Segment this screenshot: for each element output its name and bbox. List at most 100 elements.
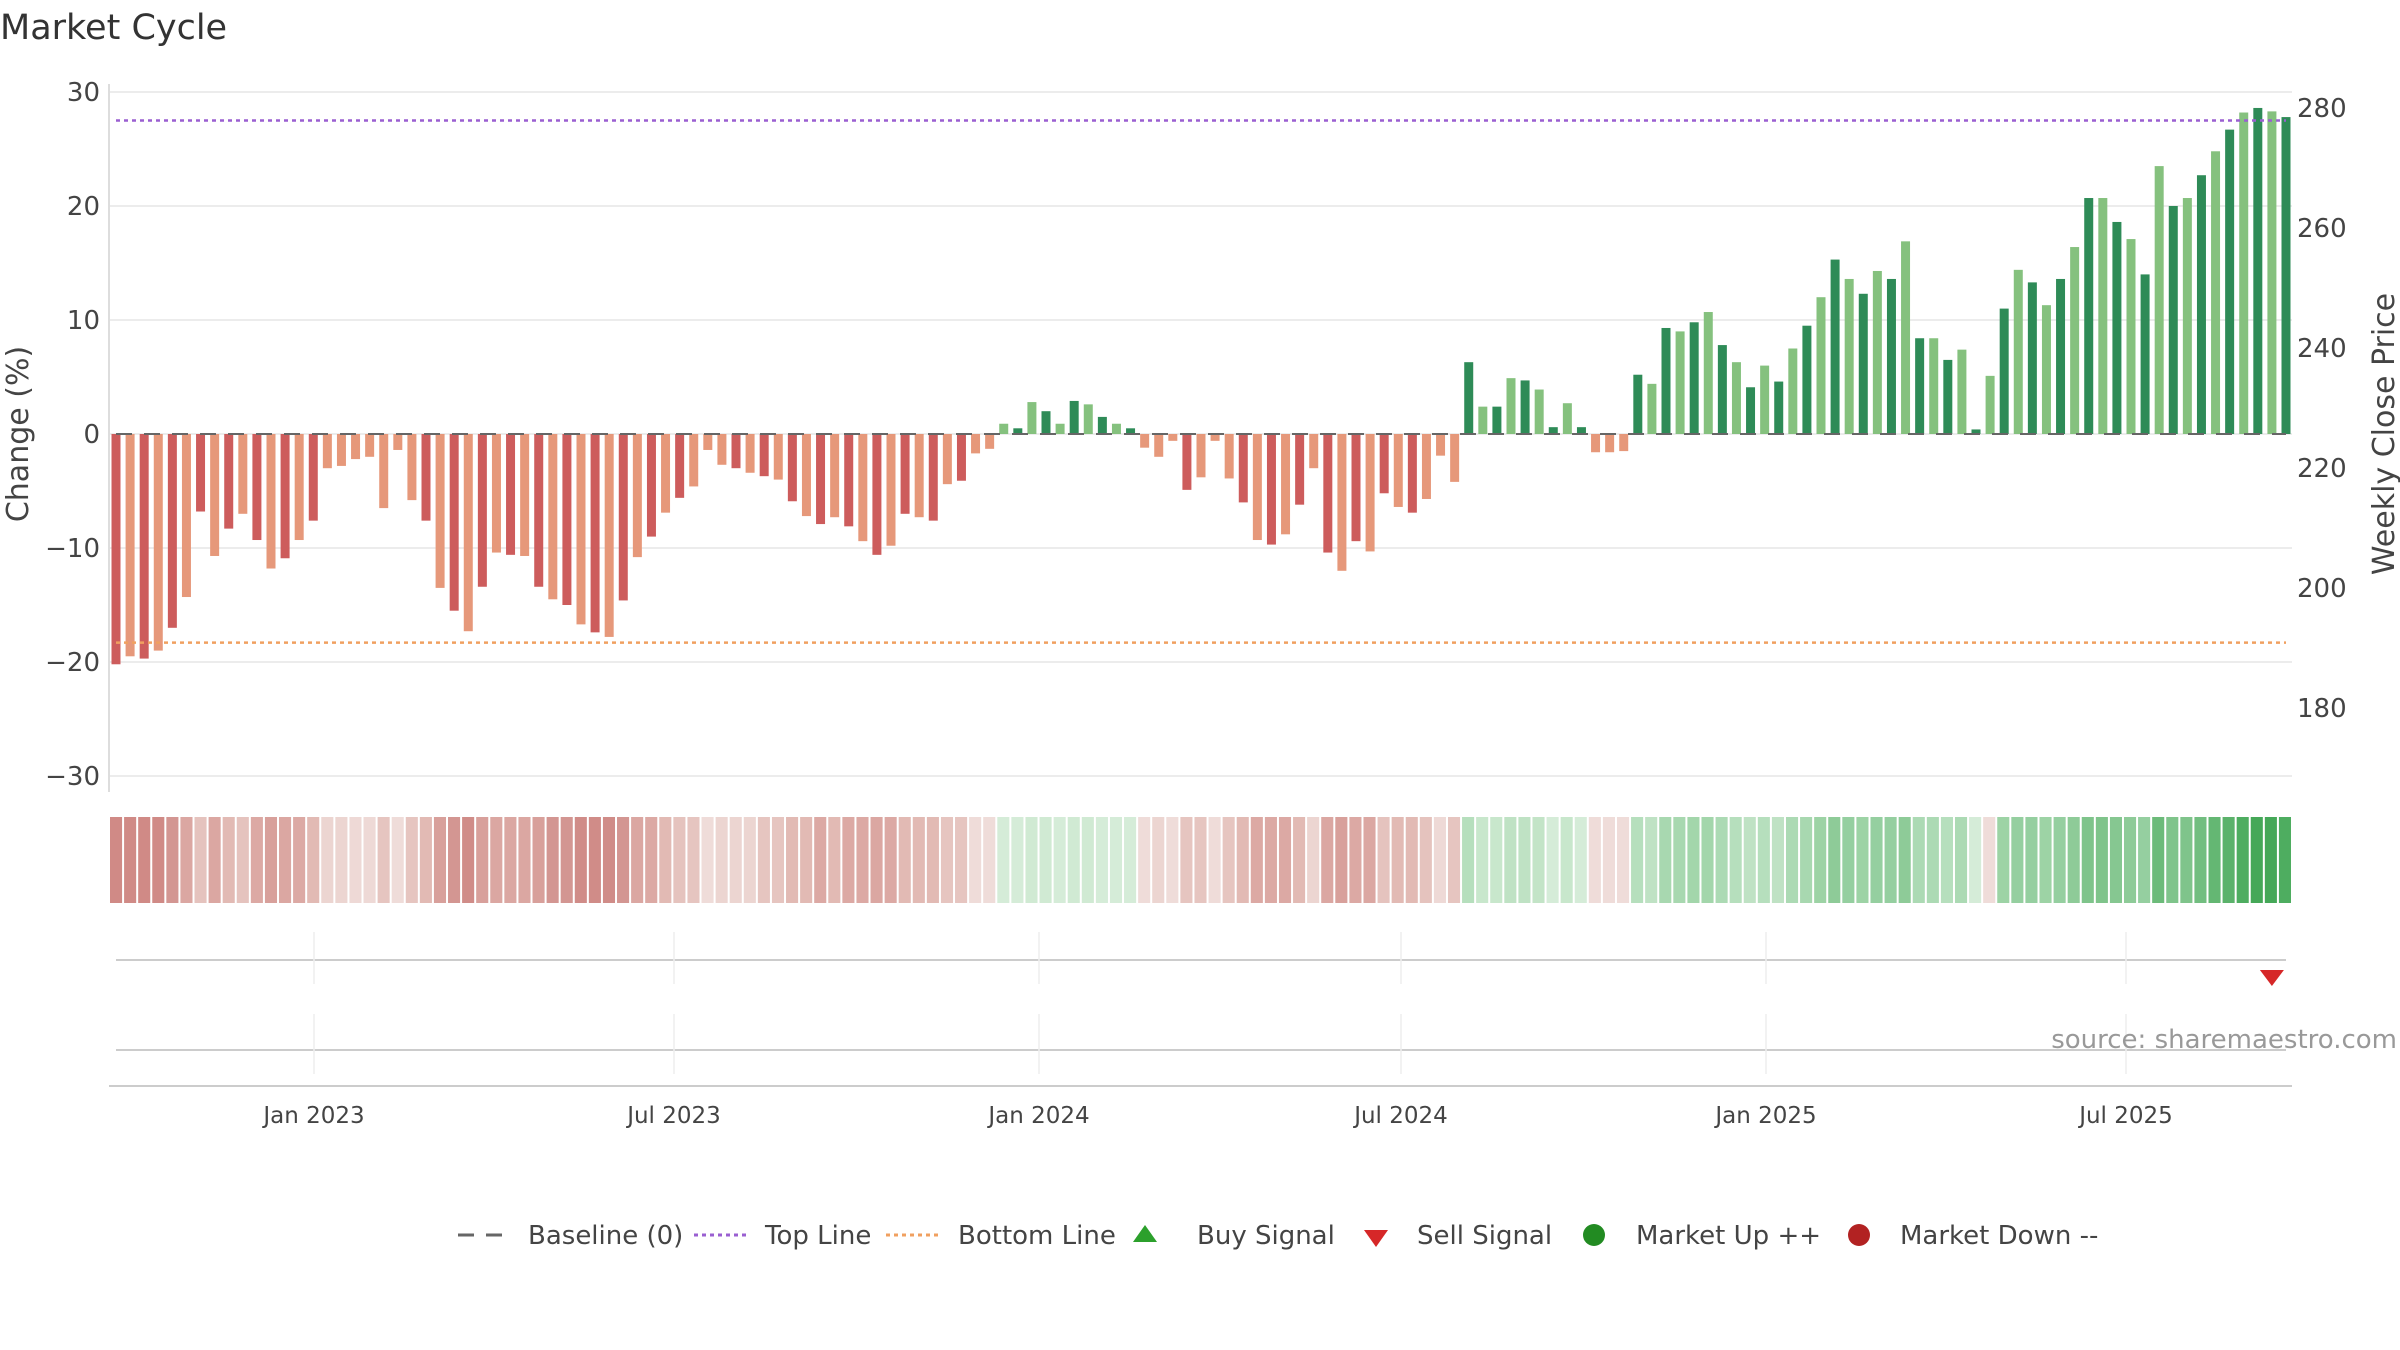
heat-cell: [1800, 817, 1813, 903]
heat-cell: [349, 817, 362, 903]
heat-cell: [1912, 817, 1925, 903]
y-tick-left: 0: [83, 420, 100, 450]
change-bar: [1069, 400, 1079, 434]
legend-sell-signal: Sell Signal: [1364, 1221, 1552, 1251]
change-bar: [1323, 434, 1333, 553]
heat-cell: [1785, 817, 1799, 903]
x-tick: Jan 2025: [1713, 1103, 1816, 1129]
heat-cell: [166, 817, 179, 903]
change-bar: [1140, 434, 1150, 448]
heat-cell: [321, 817, 334, 903]
change-bar: [2112, 221, 2122, 434]
change-bars: [111, 107, 2291, 665]
change-bar: [2253, 107, 2263, 435]
heat-cell: [1363, 817, 1376, 903]
heat-cell: [898, 817, 911, 903]
heat-cell: [1180, 817, 1193, 903]
change-bar: [632, 434, 642, 558]
heat-cell: [2264, 817, 2277, 903]
heat-cell: [1349, 817, 1362, 903]
heat-cell: [1025, 817, 1038, 903]
heat-cell: [997, 817, 1010, 903]
change-bar: [1393, 434, 1403, 507]
heat-cell: [419, 817, 432, 903]
heat-cell: [2011, 817, 2024, 903]
heat-cell: [1940, 817, 1953, 903]
change-bar: [2140, 274, 2150, 434]
heat-cell: [504, 817, 517, 903]
heat-cell: [546, 817, 559, 903]
heat-cell: [1447, 817, 1461, 903]
change-bar: [844, 434, 854, 527]
change-bar: [365, 434, 375, 457]
heat-cell: [1222, 817, 1235, 903]
heat-cell: [307, 817, 320, 903]
change-bar: [1548, 427, 1558, 434]
heat-cell: [250, 817, 263, 903]
heat-cell: [1602, 817, 1615, 903]
heat-cell: [152, 817, 165, 903]
change-bar: [1647, 383, 1657, 434]
heat-cell: [1729, 817, 1742, 903]
heat-cell: [1138, 817, 1151, 903]
change-bar: [407, 434, 417, 501]
heat-cell: [1490, 817, 1503, 903]
change-bar: [125, 434, 135, 657]
change-bar: [703, 434, 713, 450]
heat-cell: [814, 817, 827, 903]
change-bar: [1788, 348, 1798, 434]
change-bar: [1450, 434, 1460, 482]
legend-sell-signal-label: Sell Signal: [1417, 1221, 1552, 1251]
change-bar: [1421, 434, 1431, 499]
heat-cell: [757, 817, 770, 903]
heat-cell: [1574, 817, 1587, 903]
heat-cell: [208, 817, 221, 903]
change-bar: [1746, 387, 1756, 434]
change-bar: [773, 434, 783, 480]
change-bar: [2013, 269, 2023, 434]
heat-cell: [2180, 817, 2193, 903]
heat-cell: [2166, 817, 2179, 903]
heat-cell: [2067, 817, 2080, 903]
x-tick: Jul 2025: [2077, 1103, 2173, 1129]
change-bar: [449, 434, 459, 611]
heat-cell: [1504, 817, 1517, 903]
change-bar: [1915, 338, 1925, 434]
legend-market-down: Market Down --: [1848, 1221, 2098, 1251]
y-tick-right: 260: [2297, 214, 2347, 244]
change-bar: [1224, 434, 1234, 479]
change-bar: [787, 434, 797, 502]
heat-cell: [377, 817, 390, 903]
change-bar: [1562, 403, 1572, 434]
heat-cell: [2236, 817, 2249, 903]
change-bar: [900, 434, 910, 514]
change-bar: [1872, 270, 1882, 434]
y-tick-left: 30: [67, 78, 100, 108]
y-tick-right: 280: [2297, 94, 2347, 124]
heat-cell: [2081, 817, 2094, 903]
heat-cell: [574, 817, 587, 903]
change-bar: [224, 434, 234, 529]
change-bar: [2211, 151, 2221, 434]
change-bar: [548, 434, 558, 600]
change-bar: [1436, 434, 1446, 456]
heat-cell: [363, 817, 376, 903]
change-bar: [534, 434, 544, 587]
heat-cell: [1194, 817, 1207, 903]
heat-cell: [1433, 817, 1446, 903]
heat-cell: [1278, 817, 1292, 903]
heat-cell: [631, 817, 644, 903]
market-down-icon: [1848, 1224, 1870, 1246]
heat-cell: [926, 817, 939, 903]
heat-cell: [194, 817, 207, 903]
change-bar: [942, 434, 952, 485]
change-bar: [1534, 389, 1544, 434]
change-bar: [1055, 423, 1065, 434]
change-bar: [2225, 129, 2235, 434]
change-bar: [562, 434, 572, 605]
heat-cell: [110, 817, 123, 903]
heat-cell: [1814, 817, 1827, 903]
heat-cell: [124, 817, 137, 903]
heat-cell: [222, 817, 235, 903]
change-bar: [308, 434, 318, 521]
